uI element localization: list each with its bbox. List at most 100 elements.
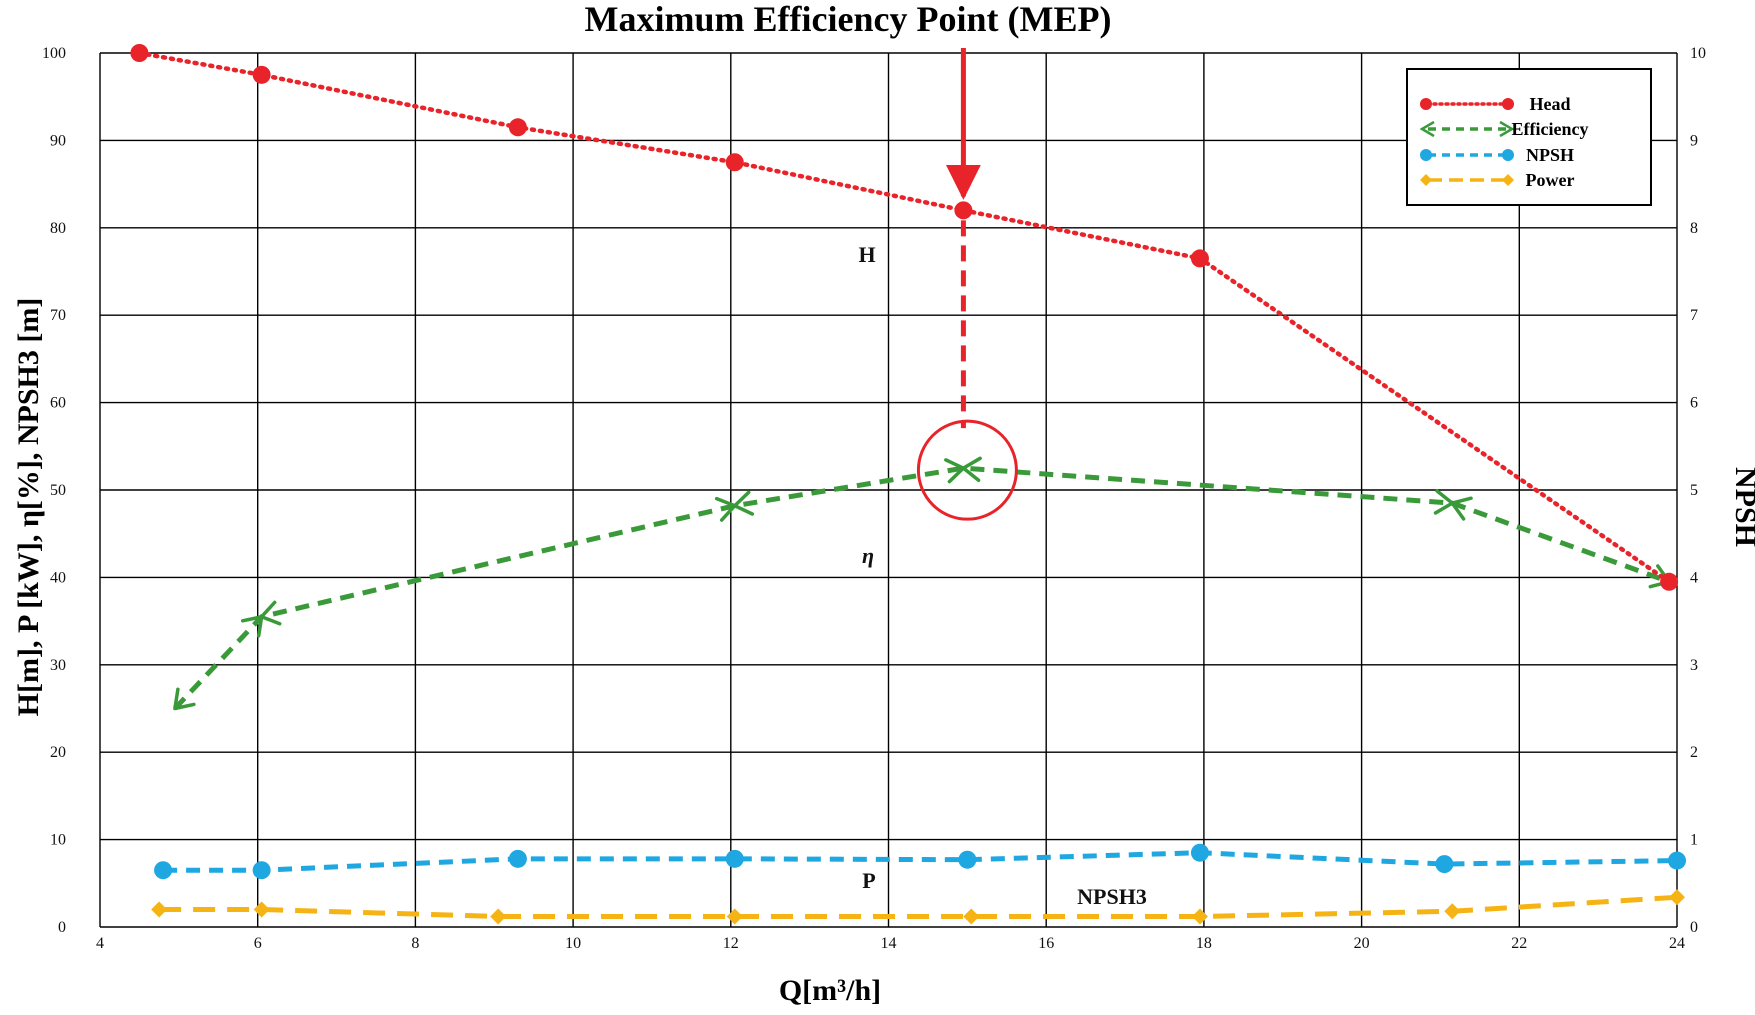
tick-labels: 4 6 8 10 12 14 16 18 20 22 24010203040506070809010… xyxy=(42,45,1706,952)
x-tick-label: 24 xyxy=(1669,935,1685,952)
data-point-head xyxy=(954,201,973,220)
legend-marker xyxy=(1502,98,1514,110)
data-point-efficiency xyxy=(173,687,196,711)
data-point-head xyxy=(725,153,744,172)
y-tick-label: 50 xyxy=(50,482,66,499)
data-point-head xyxy=(1190,249,1209,268)
y-tick-label: 70 xyxy=(50,307,66,324)
data-point-npsh xyxy=(252,861,271,880)
data-point-efficiency xyxy=(961,456,982,483)
mep-circle xyxy=(916,419,1018,521)
y-tick-label: 80 xyxy=(50,220,66,237)
series-power xyxy=(151,889,1685,925)
annotation-p: P xyxy=(862,868,875,893)
data-point-head xyxy=(130,44,149,62)
data-point-power xyxy=(151,901,168,918)
legend: Head Efficiency NPSH Power xyxy=(1406,68,1652,206)
data-point-npsh xyxy=(1435,855,1454,874)
data-point-power xyxy=(1444,903,1461,920)
annotation-npsh3: NPSH3 xyxy=(1077,884,1147,909)
legend-item-npsh: NPSH xyxy=(1420,145,1574,165)
y2-tick-label: 8 xyxy=(1690,220,1698,237)
data-point-npsh xyxy=(508,849,527,868)
annotation-h: H xyxy=(858,242,875,267)
y-axis-title: H[m], P [kW], η[%], NPSH3 [m] xyxy=(12,298,45,717)
data-point-npsh xyxy=(154,861,173,880)
legend-label: NPSH xyxy=(1526,145,1574,165)
x-tick-label: 10 xyxy=(565,935,581,952)
x-tick-label: 20 xyxy=(1354,935,1370,952)
x-tick-label: 4 xyxy=(96,935,104,952)
x-axis-title: Q[m³/h] xyxy=(779,974,881,1007)
y2-tick-label: 9 xyxy=(1690,132,1698,149)
y-tick-label: 40 xyxy=(50,569,66,586)
series-line-efficiency xyxy=(173,465,1670,711)
legend-label: Head xyxy=(1529,94,1570,114)
y2-tick-label: 7 xyxy=(1690,307,1698,324)
y-tick-label: 100 xyxy=(42,45,66,62)
legend-marker xyxy=(1420,149,1432,161)
x-tick-label: 14 xyxy=(881,935,897,952)
legend-item-head: Head xyxy=(1420,94,1571,114)
series-head xyxy=(130,44,1679,591)
y-tick-label: 60 xyxy=(50,395,66,412)
y-tick-label: 0 xyxy=(58,919,66,936)
x-tick-label: 6 xyxy=(254,935,262,952)
y2-tick-label: 1 xyxy=(1690,832,1698,849)
data-point-power xyxy=(726,908,743,925)
series-efficiency xyxy=(173,456,1671,711)
data-point-npsh xyxy=(1668,851,1686,870)
legend-item-efficiency: Efficiency xyxy=(1419,119,1589,139)
y2-axis-title: NPSH xyxy=(1729,467,1755,547)
data-point-npsh xyxy=(958,850,977,869)
y2-tick-label: 3 xyxy=(1690,657,1698,674)
data-point-efficiency xyxy=(1450,496,1473,521)
grid xyxy=(99,52,1678,928)
y2-tick-label: 2 xyxy=(1690,744,1698,761)
y-tick-label: 90 xyxy=(50,132,66,149)
data-point-npsh xyxy=(1190,843,1209,862)
x-tick-label: 16 xyxy=(1038,935,1054,952)
chart-title: Maximum Efficiency Point (MEP) xyxy=(585,0,1112,39)
x-tick-label: 18 xyxy=(1196,935,1212,952)
data-point-power xyxy=(253,901,270,918)
data-point-head xyxy=(252,65,271,84)
y2-tick-label: 6 xyxy=(1690,395,1698,412)
legend-marker xyxy=(1420,98,1432,110)
y2-tick-label: 5 xyxy=(1690,482,1698,499)
mep-indicator xyxy=(916,48,1018,521)
y-tick-label: 20 xyxy=(50,744,66,761)
legend-marker xyxy=(1499,120,1515,138)
data-point-head xyxy=(508,118,527,137)
data-point-power xyxy=(1191,908,1208,925)
series-line-power xyxy=(159,894,1678,920)
series-line-npsh xyxy=(163,850,1678,873)
data-point-efficiency xyxy=(732,490,755,516)
y2-tick-label: 10 xyxy=(1690,45,1706,62)
annotation-eta: η xyxy=(862,543,874,568)
data-point-head xyxy=(1660,572,1679,591)
y-tick-label: 10 xyxy=(50,832,66,849)
series-layer xyxy=(130,44,1686,925)
data-point-power xyxy=(490,908,507,925)
legend-box xyxy=(1406,68,1652,206)
x-tick-label: 22 xyxy=(1511,935,1527,952)
x-tick-label: 12 xyxy=(723,935,739,952)
data-point-power xyxy=(963,908,980,925)
y2-tick-label: 0 xyxy=(1690,919,1698,936)
legend-marker xyxy=(1420,174,1432,186)
legend-marker xyxy=(1502,149,1514,161)
legend-label: Power xyxy=(1526,170,1575,190)
legend-item-power: Power xyxy=(1420,170,1574,190)
legend-marker xyxy=(1419,120,1435,138)
x-tick-label: 8 xyxy=(411,935,419,952)
legend-label: Efficiency xyxy=(1512,119,1589,139)
y2-tick-label: 4 xyxy=(1690,569,1698,586)
data-point-power xyxy=(1669,889,1685,906)
y-tick-label: 30 xyxy=(50,657,66,674)
data-point-npsh xyxy=(725,849,744,868)
legend-marker xyxy=(1502,174,1514,186)
series-npsh xyxy=(154,843,1686,880)
data-point-efficiency xyxy=(259,600,282,626)
